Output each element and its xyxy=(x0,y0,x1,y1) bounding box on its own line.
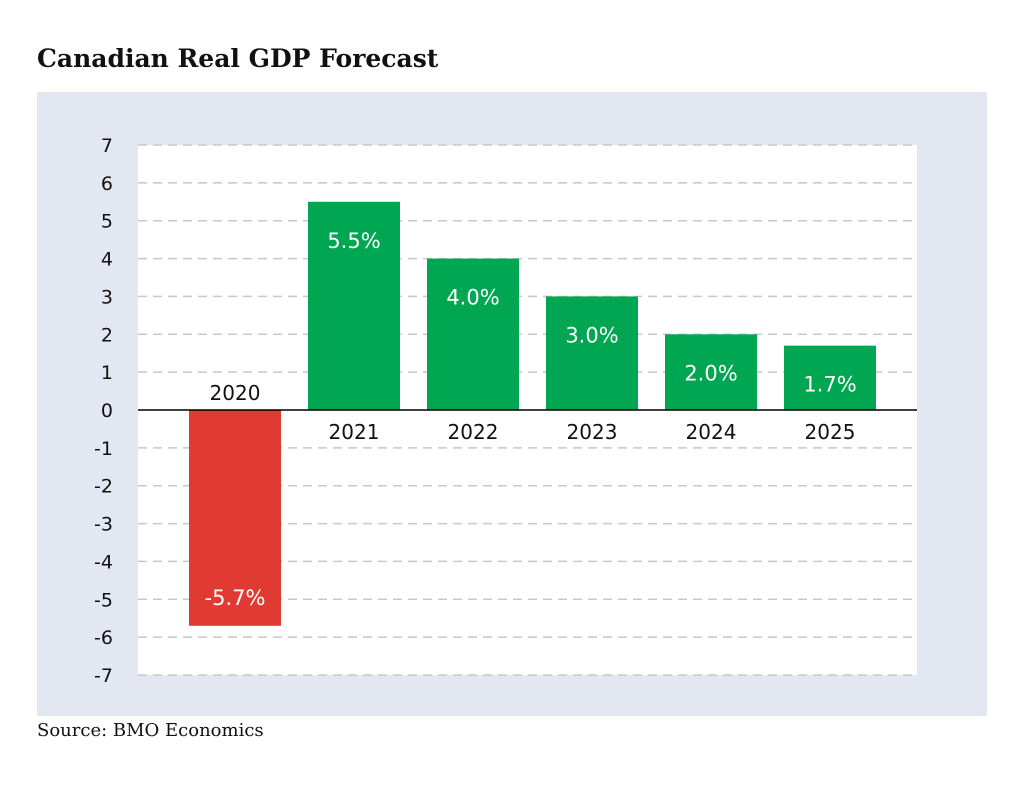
bar-chart: 7 6 5 4 3 2 1 0 -1 -2 -3 -4 -5 -6 -7 2020 -5.7% 2021 5.5%… xyxy=(37,92,987,716)
gridlines xyxy=(138,144,917,676)
category-label: 2022 xyxy=(448,420,499,444)
category-label: 2020 xyxy=(210,381,261,405)
category-label: 2024 xyxy=(686,420,737,444)
y-tick-label: 0 xyxy=(101,400,113,422)
data-label: 2.0% xyxy=(684,361,737,385)
data-label: 4.0% xyxy=(446,286,499,310)
bar-2020 xyxy=(189,410,281,626)
y-tick-label: 2 xyxy=(101,324,113,346)
y-tick-label: -6 xyxy=(94,627,113,649)
y-tick-label: -7 xyxy=(94,665,113,687)
y-tick-label: -5 xyxy=(94,589,113,611)
y-tick-label: -2 xyxy=(94,476,113,498)
source-note: Source: BMO Economics xyxy=(37,720,264,741)
category-label: 2023 xyxy=(567,420,618,444)
bar-2025 xyxy=(784,345,876,410)
labels: 2020 -5.7% 2021 5.5% 2022 4.0% 2023 3.0% 2024 2.0… xyxy=(205,229,857,610)
y-tick-label: -1 xyxy=(94,438,113,460)
bar-2023 xyxy=(546,296,638,410)
category-label: 2025 xyxy=(805,420,856,444)
data-label: -5.7% xyxy=(205,586,266,610)
y-tick-label: 1 xyxy=(101,362,113,384)
category-label: 2021 xyxy=(329,420,380,444)
chart-panel: 7 6 5 4 3 2 1 0 -1 -2 -3 -4 -5 -6 -7 2020 -5.7% 2021 5.5%… xyxy=(37,92,987,716)
y-tick-label: 6 xyxy=(101,173,113,195)
bars xyxy=(189,201,876,626)
y-axis-ticks: 7 6 5 4 3 2 1 0 -1 -2 -3 -4 -5 -6 -7 xyxy=(94,135,113,687)
y-tick-label: 7 xyxy=(101,135,113,157)
bar-2024 xyxy=(665,334,757,410)
bar-2021 xyxy=(308,201,400,410)
y-tick-label: -4 xyxy=(94,551,113,573)
data-label: 3.0% xyxy=(565,323,618,347)
data-label: 5.5% xyxy=(327,229,380,253)
y-tick-label: 5 xyxy=(101,211,113,233)
y-tick-label: -3 xyxy=(94,514,113,536)
y-tick-label: 4 xyxy=(101,249,113,271)
y-tick-label: 3 xyxy=(101,286,113,308)
data-label: 1.7% xyxy=(803,373,856,397)
bar-2022 xyxy=(427,258,519,410)
chart-title: Canadian Real GDP Forecast xyxy=(37,44,439,73)
